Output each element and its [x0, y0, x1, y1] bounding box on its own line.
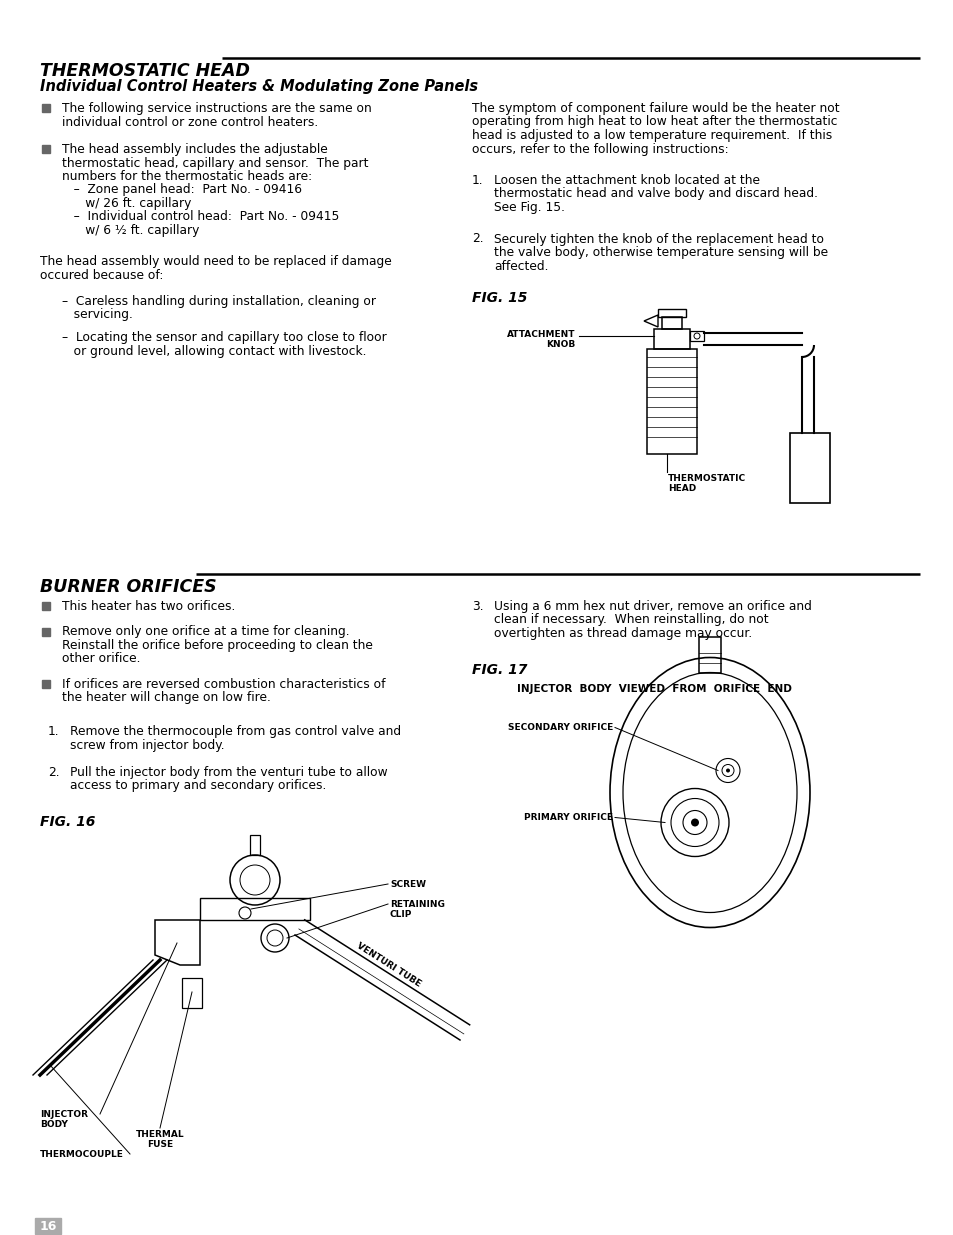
Bar [689, 331, 703, 341]
Text: –  Individual control head:  Part No. - 09415: – Individual control head: Part No. - 09… [62, 210, 339, 224]
Text: numbers for the thermostatic heads are:: numbers for the thermostatic heads are: [62, 170, 312, 183]
Bar [699, 636, 720, 673]
Text: w/ 6 ½ ft. capillary: w/ 6 ½ ft. capillary [62, 224, 199, 237]
Bar [789, 433, 829, 503]
Text: other orifice.: other orifice. [62, 652, 140, 666]
Text: INJECTOR
BODY: INJECTOR BODY [40, 1110, 88, 1129]
Text: 16: 16 [40, 1220, 57, 1233]
Text: w/ 26 ft. capillary: w/ 26 ft. capillary [62, 198, 192, 210]
Text: 1.: 1. [472, 174, 483, 186]
Text: BURNER ORIFICES: BURNER ORIFICES [40, 578, 216, 597]
Text: Pull the injector body from the venturi tube to allow: Pull the injector body from the venturi … [70, 766, 387, 779]
Text: operating from high heat to low heat after the thermostatic: operating from high heat to low heat aft… [472, 116, 837, 128]
Text: THERMOCOUPLE: THERMOCOUPLE [40, 1150, 124, 1158]
Text: FIG. 15: FIG. 15 [472, 291, 527, 305]
Text: Individual Control Heaters & Modulating Zone Panels: Individual Control Heaters & Modulating … [40, 79, 477, 94]
Text: 2.: 2. [48, 766, 59, 779]
Text: 1.: 1. [48, 725, 59, 739]
Text: The head assembly would need to be replaced if damage: The head assembly would need to be repla… [40, 256, 392, 268]
Circle shape [725, 768, 729, 773]
Bar [654, 329, 689, 350]
Text: ATTACHMENT
KNOB: ATTACHMENT KNOB [506, 330, 575, 350]
Text: servicing.: servicing. [62, 308, 132, 321]
Bar [42, 601, 50, 610]
Text: FIG. 16: FIG. 16 [40, 815, 95, 829]
Text: THERMOSTATIC HEAD: THERMOSTATIC HEAD [40, 62, 250, 80]
Text: 3.: 3. [472, 600, 483, 613]
Text: Reinstall the orifice before proceeding to clean the: Reinstall the orifice before proceeding … [62, 638, 373, 652]
Text: Remove the thermocouple from gas control valve and: Remove the thermocouple from gas control… [70, 725, 400, 739]
Text: Securely tighten the knob of the replacement head to: Securely tighten the knob of the replace… [494, 232, 823, 246]
Text: affected.: affected. [494, 259, 548, 273]
Text: The symptom of component failure would be the heater not: The symptom of component failure would b… [472, 103, 839, 115]
Text: Remove only one orifice at a time for cleaning.: Remove only one orifice at a time for cl… [62, 625, 349, 638]
Text: FIG. 17: FIG. 17 [472, 662, 527, 677]
Text: or ground level, allowing contact with livestock.: or ground level, allowing contact with l… [62, 345, 366, 358]
Bar [200, 898, 310, 920]
Bar [35, 1218, 61, 1234]
Text: The following service instructions are the same on: The following service instructions are t… [62, 103, 372, 115]
Text: access to primary and secondary orifices.: access to primary and secondary orifices… [70, 779, 326, 793]
Bar [661, 317, 681, 329]
Bar [182, 978, 202, 1008]
Text: 2.: 2. [472, 232, 483, 246]
Text: head is adjusted to a low temperature requirement.  If this: head is adjusted to a low temperature re… [472, 128, 831, 142]
Text: If orifices are reversed combustion characteristics of: If orifices are reversed combustion char… [62, 678, 385, 692]
Text: THERMAL
FUSE: THERMAL FUSE [135, 1130, 184, 1150]
Bar [250, 835, 260, 855]
Text: the valve body, otherwise temperature sensing will be: the valve body, otherwise temperature se… [494, 246, 827, 259]
Text: clean if necessary.  When reinstalling, do not: clean if necessary. When reinstalling, d… [494, 614, 768, 626]
Text: This heater has two orifices.: This heater has two orifices. [62, 600, 235, 613]
Text: PRIMARY ORIFICE: PRIMARY ORIFICE [523, 813, 613, 823]
Text: thermostatic head and valve body and discard head.: thermostatic head and valve body and dis… [494, 188, 817, 200]
Text: screw from injector body.: screw from injector body. [70, 739, 224, 752]
Bar [658, 309, 685, 317]
Text: –  Zone panel head:  Part No. - 09416: – Zone panel head: Part No. - 09416 [62, 184, 302, 196]
Text: THERMOSTATIC
HEAD: THERMOSTATIC HEAD [667, 474, 745, 494]
Bar [42, 680, 50, 688]
Text: See Fig. 15.: See Fig. 15. [494, 201, 564, 214]
Text: occurs, refer to the following instructions:: occurs, refer to the following instructi… [472, 142, 728, 156]
Text: SCREW: SCREW [390, 881, 426, 889]
Bar [646, 350, 697, 454]
Text: INJECTOR  BODY  VIEWED  FROM  ORIFICE  END: INJECTOR BODY VIEWED FROM ORIFICE END [517, 684, 791, 694]
Text: occured because of:: occured because of: [40, 269, 163, 282]
Text: –  Locating the sensor and capillary too close to floor: – Locating the sensor and capillary too … [62, 331, 386, 345]
Text: SECONDARY ORIFICE: SECONDARY ORIFICE [507, 722, 613, 732]
Text: individual control or zone control heaters.: individual control or zone control heate… [62, 116, 318, 128]
Bar [42, 144, 50, 153]
Text: VENTURI TUBE: VENTURI TUBE [355, 941, 422, 988]
Text: overtighten as thread damage may occur.: overtighten as thread damage may occur. [494, 627, 752, 640]
Text: RETAINING
CLIP: RETAINING CLIP [390, 900, 444, 919]
Text: thermostatic head, capillary and sensor.  The part: thermostatic head, capillary and sensor.… [62, 157, 368, 169]
Text: Loosen the attachment knob located at the: Loosen the attachment knob located at th… [494, 174, 760, 186]
Text: –  Careless handling during installation, cleaning or: – Careless handling during installation,… [62, 294, 375, 308]
Text: The head assembly includes the adjustable: The head assembly includes the adjustabl… [62, 143, 328, 156]
Text: the heater will change on low fire.: the heater will change on low fire. [62, 692, 271, 704]
Bar [42, 104, 50, 112]
Text: Using a 6 mm hex nut driver, remove an orifice and: Using a 6 mm hex nut driver, remove an o… [494, 600, 811, 613]
Bar [42, 627, 50, 636]
Circle shape [690, 819, 699, 826]
